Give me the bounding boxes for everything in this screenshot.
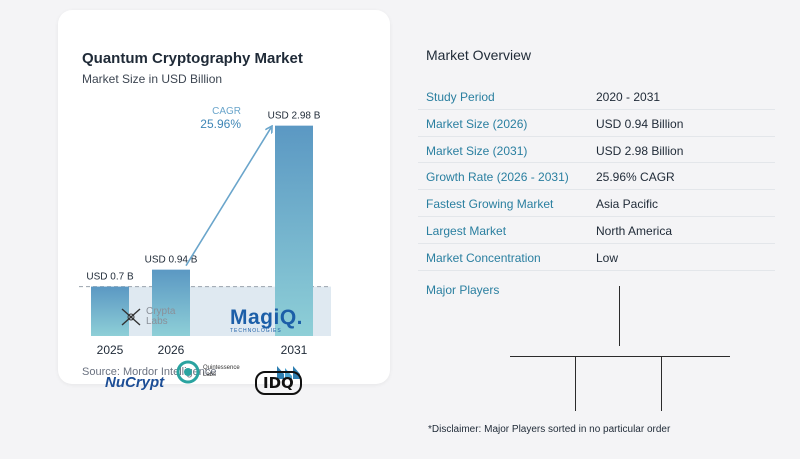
- chart-card: Quantum Cryptography Market Market Size …: [58, 10, 390, 384]
- bar-2025: [91, 286, 129, 336]
- players-title: Major Players: [426, 283, 500, 297]
- row-value: 25.96% CAGR: [596, 170, 675, 185]
- overview-row: Study Period 2020 - 2031: [418, 83, 775, 110]
- quint-line2: Labs: [203, 372, 217, 378]
- market-overview: Market Overview Study Period 2020 - 2031…: [415, 0, 775, 459]
- chart-title: Quantum Cryptography Market: [82, 50, 303, 67]
- overview-table: Study Period 2020 - 2031 Market Size (20…: [418, 83, 775, 271]
- row-label: Market Concentration: [426, 250, 541, 265]
- magiq-sub: TECHNOLOGIES: [230, 328, 282, 334]
- row-label: Fastest Growing Market: [426, 197, 554, 212]
- quintessence-mark-icon: [176, 360, 200, 384]
- cagr-arrow: [185, 128, 271, 267]
- data-label-2031: USD 2.98 B: [268, 111, 321, 122]
- overview-row: Market Size (2026) USD 0.94 Billion: [418, 110, 775, 137]
- players-grid: [510, 286, 730, 411]
- bar-chart: USD 0.7 B 2025 USD 0.94 B 2026 USD 2.98 B 203…: [79, 106, 331, 357]
- crypta-line2: Labs: [146, 316, 168, 327]
- row-value: USD 0.94 Billion: [596, 116, 684, 131]
- row-label: Study Period: [426, 90, 495, 104]
- row-value: Asia Pacific: [596, 197, 659, 212]
- disclaimer: *Disclaimer: Major Players sorted in no …: [428, 424, 671, 435]
- row-value: USD 2.98 Billion: [596, 143, 684, 158]
- tick-label-2031: 2031: [281, 343, 308, 357]
- bar-2026: [152, 269, 190, 336]
- data-label-2026: USD 0.94 B: [145, 255, 198, 266]
- crypta-line1: Crypta: [146, 306, 176, 317]
- quintessence-labs-logo: Quintessence Labs: [176, 360, 240, 384]
- overview-row: Market Size (2031) USD 2.98 Billion: [418, 137, 775, 164]
- crypta-mark-icon: [121, 308, 141, 326]
- row-value: 2020 - 2031: [596, 90, 661, 104]
- tick-label-2025: 2025: [97, 343, 124, 357]
- overview-row: Fastest Growing Market Asia Pacific: [418, 190, 775, 217]
- overview-row: Growth Rate (2026 - 2031) 25.96% CAGR: [418, 163, 775, 191]
- source-note: Source: Mordor Intelligence: [82, 366, 217, 378]
- magiq-name: MagiQ.: [230, 306, 304, 329]
- idq-logo: IDQ: [255, 371, 302, 395]
- grid-divider: [575, 356, 576, 411]
- row-value: North America: [596, 223, 673, 238]
- grid-divider: [510, 356, 730, 357]
- bar-2031: [275, 125, 313, 336]
- grid-divider: [661, 356, 662, 411]
- overview-row: Largest Market North America: [418, 217, 775, 244]
- cagr-label: CAGR: [212, 106, 241, 117]
- row-value: Low: [596, 250, 619, 265]
- row-label: Market Size (2026): [426, 116, 528, 131]
- nucrypt-logo: NuCrypt: [105, 374, 165, 391]
- tick-label-2026: 2026: [158, 343, 185, 357]
- idq-name: IDQ: [255, 371, 302, 395]
- overview-title: Market Overview: [426, 47, 532, 63]
- overview-row: Market Concentration Low: [418, 244, 775, 271]
- quint-line1: Quintessence: [203, 365, 240, 371]
- grid-divider: [619, 286, 620, 346]
- magiq-logo: MagiQ. TECHNOLOGIES: [230, 306, 303, 334]
- data-label-2025: USD 0.7 B: [86, 272, 134, 283]
- row-label: Largest Market: [426, 223, 507, 238]
- cagr-value: 25.96%: [200, 117, 241, 131]
- crypta-labs-logo: Crypta Labs: [120, 306, 175, 328]
- row-label: Market Size (2031): [426, 143, 528, 158]
- row-label: Growth Rate (2026 - 2031): [426, 170, 569, 185]
- chart-subtitle: Market Size in USD Billion: [82, 72, 223, 86]
